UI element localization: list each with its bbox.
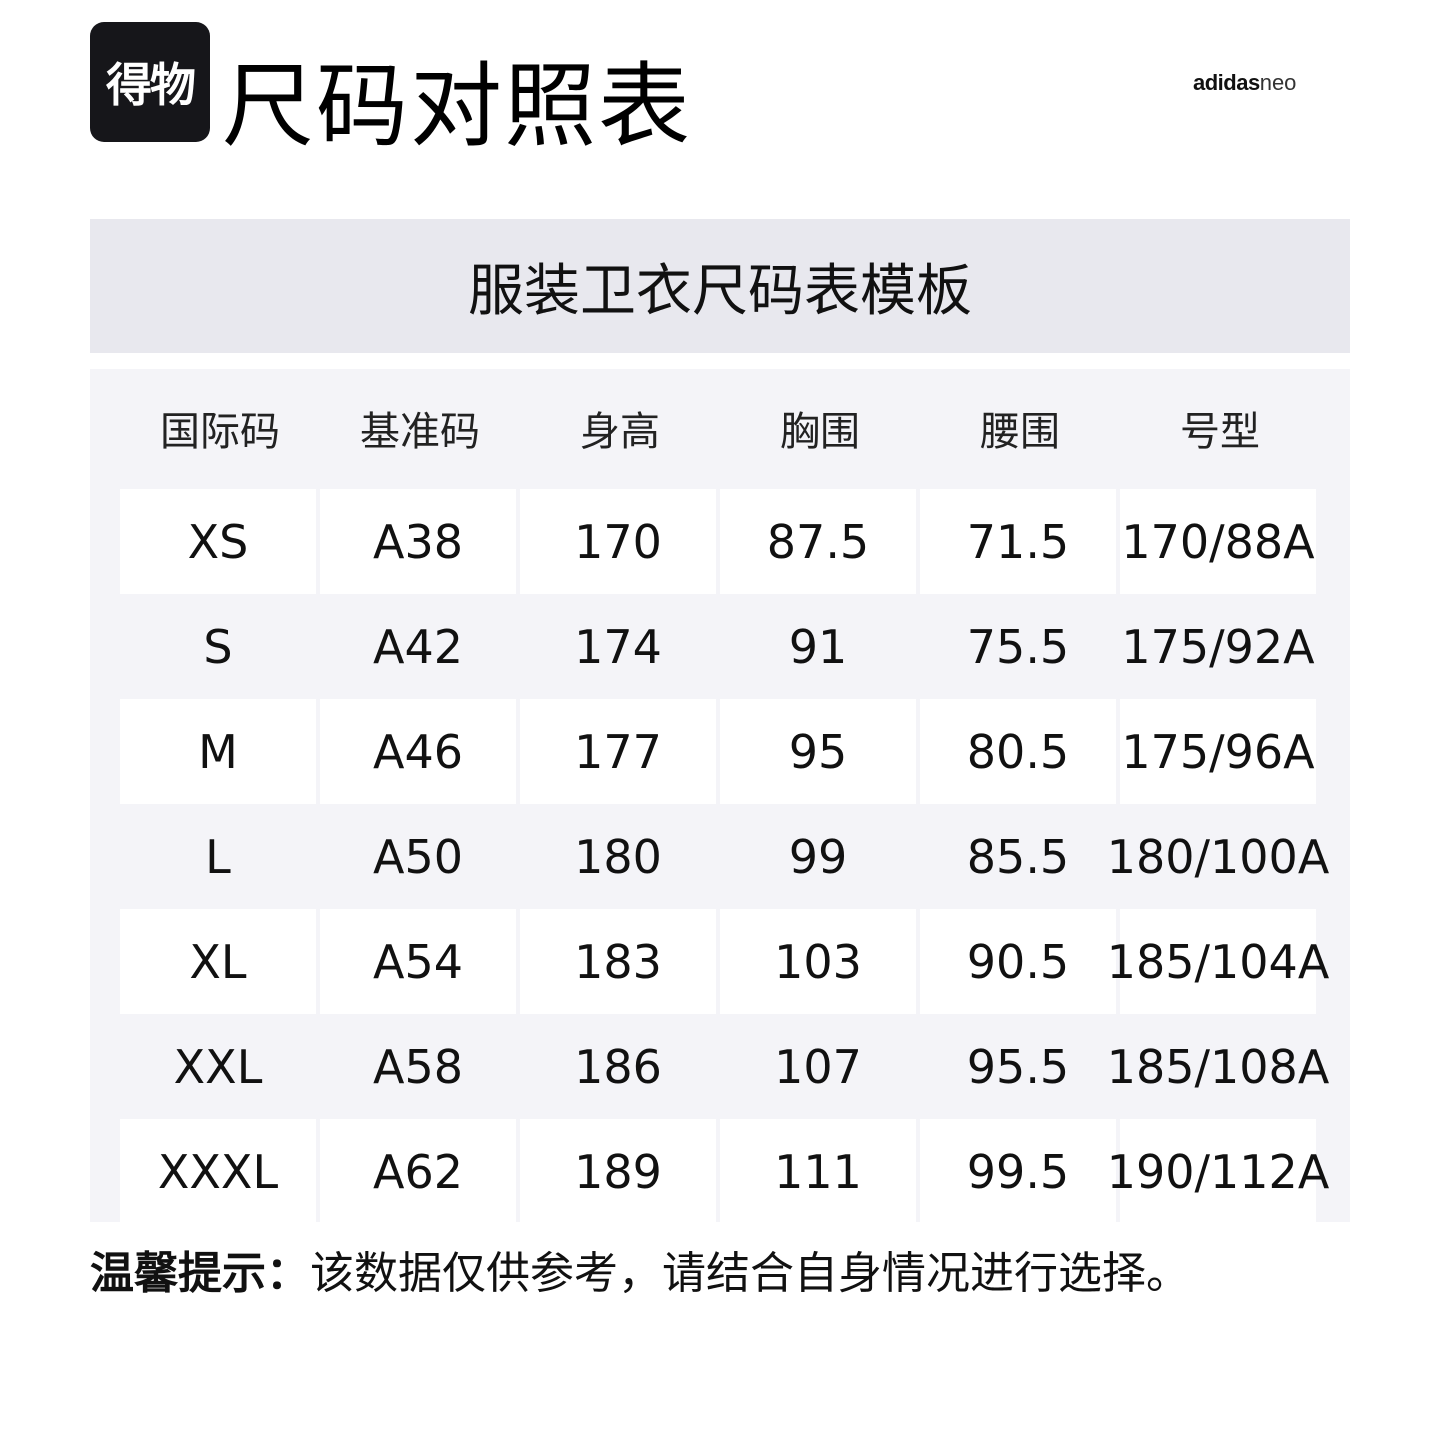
table-cell: 103 bbox=[720, 909, 916, 1014]
column-header: 胸围 bbox=[780, 409, 860, 455]
table-cell: L bbox=[205, 829, 231, 884]
table-row: XXL A58 186 107 95.5 185/108A bbox=[120, 1014, 1330, 1119]
table-cell: 180 bbox=[574, 829, 662, 884]
column-header: 腰围 bbox=[980, 409, 1060, 455]
table-cell: A42 bbox=[372, 619, 463, 674]
table-cell: 71.5 bbox=[920, 489, 1116, 594]
table-cell: 175/92A bbox=[1121, 619, 1315, 674]
table-cell: 91 bbox=[788, 619, 848, 674]
page-title: 尺码对照表 bbox=[222, 53, 693, 160]
table-row: S A42 174 91 75.5 175/92A bbox=[120, 594, 1316, 699]
tip-note: 温馨提示：该数据仅供参考，请结合自身情况进行选择。 bbox=[90, 1244, 1190, 1304]
table-cell: 183 bbox=[520, 909, 716, 1014]
table-cell: XS bbox=[120, 489, 316, 594]
column-header: 国际码 bbox=[160, 409, 280, 455]
table-cell: 189 bbox=[520, 1119, 716, 1224]
table-cell: 99.5 bbox=[920, 1119, 1116, 1224]
table-cell: 180/100A bbox=[1106, 829, 1330, 884]
table-cell: XXXL bbox=[120, 1119, 316, 1224]
table-cell: 85.5 bbox=[966, 829, 1070, 884]
table-cell: 75.5 bbox=[966, 619, 1070, 674]
table-header: 国际码 基准码 身高 胸围 腰围 号型 bbox=[120, 369, 1320, 487]
table-cell: 95 bbox=[720, 699, 916, 804]
table-row: XS A38 170 87.5 71.5 170/88A bbox=[120, 489, 1316, 594]
dewu-logo: 得物 bbox=[90, 22, 210, 142]
table-cell: XL bbox=[120, 909, 316, 1014]
table-cell: 186 bbox=[574, 1039, 662, 1094]
column-header: 号型 bbox=[1180, 409, 1260, 455]
table-cell: 95.5 bbox=[966, 1039, 1070, 1094]
column-header: 身高 bbox=[580, 409, 660, 455]
table-cell: A58 bbox=[372, 1039, 463, 1094]
table-cell: 107 bbox=[774, 1039, 862, 1094]
brand-light: neo bbox=[1259, 70, 1297, 95]
table-cell: 80.5 bbox=[920, 699, 1116, 804]
table-cell: A38 bbox=[320, 489, 516, 594]
table-row: XL A54 183 103 90.5 185/104A bbox=[120, 909, 1329, 1014]
table-cell: M bbox=[120, 699, 316, 804]
tip-text: 该数据仅供参考，请结合自身情况进行选择。 bbox=[310, 1248, 1190, 1299]
tip-label: 温馨提示： bbox=[90, 1248, 310, 1299]
column-header: 基准码 bbox=[360, 409, 480, 455]
table-cell: 170/88A bbox=[1120, 489, 1316, 594]
table-cell: A46 bbox=[320, 699, 516, 804]
table-cell: XXL bbox=[173, 1039, 263, 1094]
table-cell: 111 bbox=[720, 1119, 916, 1224]
table-caption: 服装卫衣尺码表模板 bbox=[90, 219, 1350, 353]
table-cell: A62 bbox=[320, 1119, 516, 1224]
table-cell: 90.5 bbox=[920, 909, 1116, 1014]
table-cell: 185/104A bbox=[1107, 909, 1329, 1014]
table-cell: 99 bbox=[788, 829, 848, 884]
table-cell: A50 bbox=[372, 829, 463, 884]
brand-logo: adidasneo bbox=[1193, 70, 1296, 96]
table-row: L A50 180 99 85.5 180/100A bbox=[120, 804, 1330, 909]
brand-bold: adidas bbox=[1193, 70, 1260, 95]
table-row: M A46 177 95 80.5 175/96A bbox=[120, 699, 1316, 804]
table-cell: 170 bbox=[520, 489, 716, 594]
table-cell: 87.5 bbox=[720, 489, 916, 594]
table-cell: 177 bbox=[520, 699, 716, 804]
table-cell: 175/96A bbox=[1120, 699, 1316, 804]
table-cell: 190/112A bbox=[1107, 1119, 1329, 1224]
table-cell: A54 bbox=[320, 909, 516, 1014]
table-row: XXXL A62 189 111 99.5 190/112A bbox=[120, 1119, 1329, 1224]
table-cell: 174 bbox=[574, 619, 662, 674]
table-cell: S bbox=[203, 619, 233, 674]
table-cell: 185/108A bbox=[1106, 1039, 1330, 1094]
